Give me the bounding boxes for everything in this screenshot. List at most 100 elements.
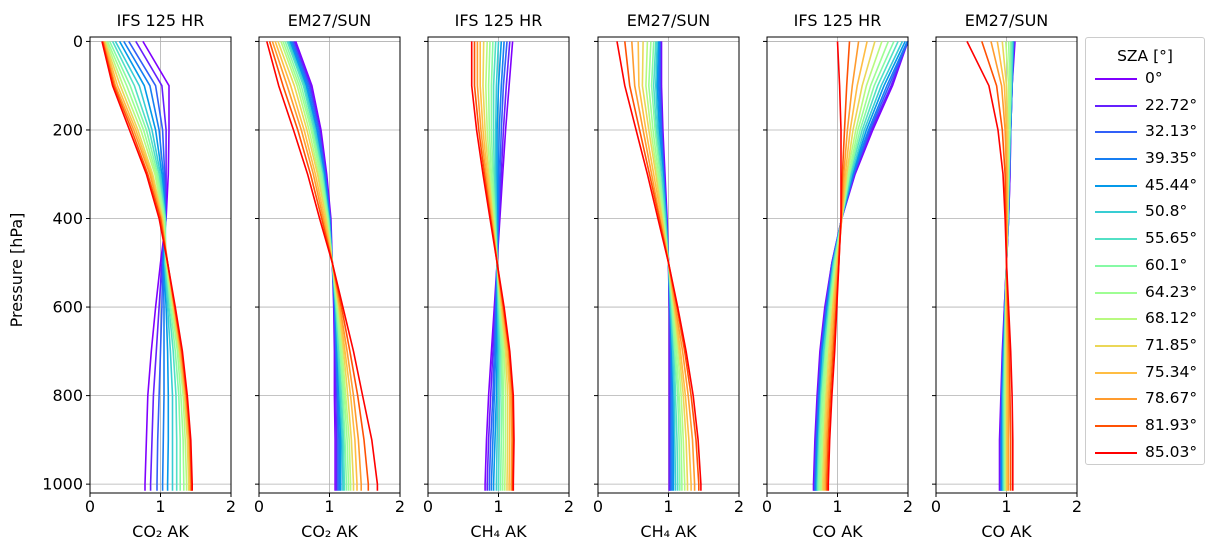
series-line-sza-85.03	[101, 41, 193, 491]
legend-item: 85.03°	[1086, 440, 1204, 467]
legend-label: 68.12°	[1145, 309, 1198, 328]
panel-title: IFS 125 HR	[455, 11, 543, 30]
x-tick-label: 2	[226, 497, 236, 516]
series-line-sza-78.67	[824, 41, 860, 491]
series-line-sza-85.03	[470, 41, 515, 491]
legend-label: 32.13°	[1145, 122, 1198, 141]
legend-swatch	[1095, 291, 1137, 294]
panel-title: IFS 125 HR	[117, 11, 205, 30]
legend-label: 22.72°	[1145, 95, 1198, 114]
legend-item: 50.8°	[1086, 199, 1204, 226]
legend-items: 0° 22.72° 32.13° 39.35° 45.44° 50.8° 55.65° 60.…	[1086, 66, 1204, 466]
legend-swatch	[1095, 184, 1137, 187]
legend-label: 60.1°	[1145, 255, 1188, 274]
x-tick-label: 1	[493, 497, 503, 516]
x-tick-label: 1	[324, 497, 334, 516]
legend-label: 75.34°	[1145, 362, 1198, 381]
legend-label: 45.44°	[1145, 175, 1198, 194]
legend-swatch	[1095, 158, 1137, 161]
panel-5: 0 1 2 IFS 125 HR CO AK	[762, 11, 913, 541]
x-tick-label: 2	[903, 497, 913, 516]
legend-label: 55.65°	[1145, 229, 1198, 248]
legend-swatch	[1095, 78, 1137, 80]
legend-item: 68.12°	[1086, 306, 1204, 333]
x-tick-label: 0	[931, 497, 941, 516]
x-tick-label: 1	[832, 497, 842, 516]
y-tick-label: 400	[52, 209, 83, 228]
x-tick-label: 0	[85, 497, 95, 516]
x-axis-label: CO AK	[981, 522, 1032, 541]
x-tick-label: 1	[663, 497, 673, 516]
panel-title: EM27/SUN	[965, 11, 1049, 30]
y-tick-label: 200	[52, 120, 83, 139]
x-axis-label: CO₂ AK	[132, 522, 189, 541]
legend-swatch	[1095, 264, 1137, 267]
legend-label: 85.03°	[1145, 442, 1198, 461]
legend-label: 64.23°	[1145, 282, 1198, 301]
panel-title: EM27/SUN	[627, 11, 711, 30]
x-axis-label: CO₂ AK	[301, 522, 358, 541]
y-axis-label: Pressure [hPa]	[7, 213, 26, 328]
series-line-sza-85.03	[266, 41, 379, 491]
legend-swatch	[1095, 371, 1137, 374]
legend-swatch	[1095, 104, 1137, 107]
x-tick-label: 0	[423, 497, 433, 516]
legend-item: 60.1°	[1086, 253, 1204, 280]
legend-label: 81.93°	[1145, 415, 1198, 434]
panel-title: IFS 125 HR	[794, 11, 882, 30]
legend-swatch	[1095, 131, 1137, 134]
legend-label: 39.35°	[1145, 149, 1198, 168]
legend-swatch	[1095, 424, 1137, 427]
legend-item: 78.67°	[1086, 386, 1204, 413]
legend-item: 0°	[1086, 66, 1204, 93]
x-tick-label: 1	[155, 497, 165, 516]
x-tick-label: 2	[1072, 497, 1082, 516]
legend-item: 45.44°	[1086, 173, 1204, 200]
legend-label: 71.85°	[1145, 335, 1198, 354]
panel-6: 0 1 2 EM27/SUN CO AK	[931, 11, 1082, 541]
legend-swatch	[1095, 344, 1137, 347]
x-tick-label: 2	[395, 497, 405, 516]
legend-swatch	[1095, 238, 1137, 241]
x-tick-label: 2	[564, 497, 574, 516]
panel-3: 0 1 2 IFS 125 HR CH₄ AK	[423, 11, 574, 541]
x-axis-label: CH₄ AK	[470, 522, 527, 541]
x-tick-label: 1	[1001, 497, 1011, 516]
legend-swatch	[1095, 451, 1137, 454]
legend-swatch	[1095, 398, 1137, 401]
legend-item: 71.85°	[1086, 333, 1204, 360]
series-line-sza-22.72	[135, 40, 167, 491]
legend-item: 75.34°	[1086, 360, 1204, 387]
legend-label: 0°	[1145, 69, 1163, 87]
legend: SZA [°] 0° 22.72° 32.13° 39.35° 45.44° 50.8° 5…	[1085, 37, 1205, 465]
legend-label: 50.8°	[1145, 202, 1188, 221]
series-line-sza-39.35	[123, 40, 167, 491]
x-tick-label: 2	[734, 497, 744, 516]
legend-swatch	[1095, 318, 1137, 321]
y-tick-label: 1000	[42, 475, 83, 494]
series-line-sza-50.8	[114, 41, 174, 491]
x-tick-label: 0	[762, 497, 772, 516]
series-line-sza-0	[142, 40, 170, 491]
series-line-sza-45.44	[118, 41, 170, 491]
x-tick-label: 0	[593, 497, 603, 516]
series-line-sza-85.03	[966, 41, 1014, 491]
legend-item: 64.23°	[1086, 280, 1204, 307]
y-tick-label: 800	[52, 386, 83, 405]
y-tick-label: 0	[73, 32, 83, 51]
series-line-sza-85.03	[616, 41, 702, 491]
legend-item: 55.65°	[1086, 226, 1204, 253]
panel-2: 0 1 2 EM27/SUN CO₂ AK	[254, 11, 405, 541]
panel-4: 0 1 2 EM27/SUN CH₄ AK	[593, 11, 744, 541]
legend-swatch	[1095, 211, 1137, 214]
x-axis-label: CH₄ AK	[640, 522, 697, 541]
panel-1: 0 1 2 0 200 400 600 800 1000 IFS 125 HR CO₂ AK	[42, 11, 236, 541]
legend-title: SZA [°]	[1117, 47, 1173, 65]
series-line-sza-68.12	[820, 41, 883, 491]
series-line-sza-85.03	[827, 41, 842, 491]
series-line-sza-75.34	[823, 41, 868, 491]
legend-item: 22.72°	[1086, 93, 1204, 120]
series-line-sza-55.65	[111, 41, 178, 491]
